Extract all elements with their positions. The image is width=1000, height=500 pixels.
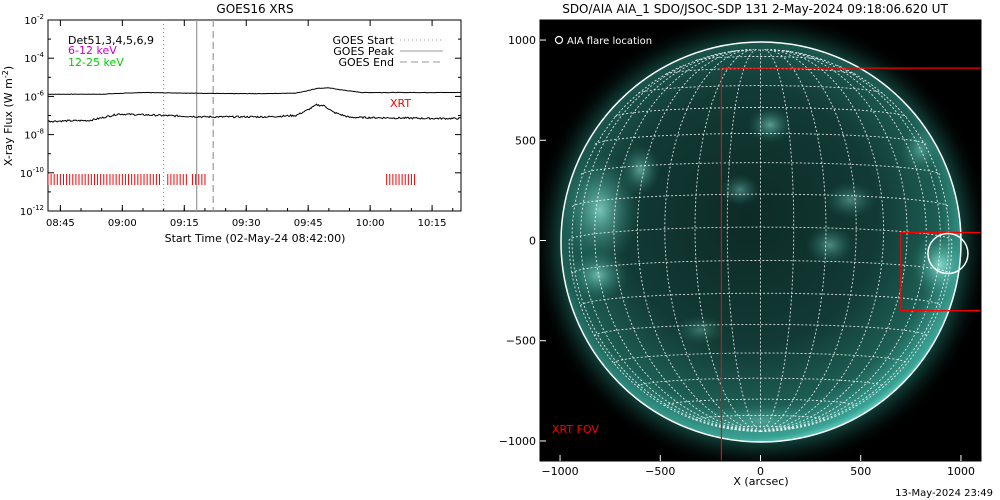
grid-line	[614, 107, 907, 118]
goes-flux-curves	[48, 87, 461, 123]
grid-line	[760, 64, 950, 432]
aia-x-tick-label: 0	[757, 465, 764, 478]
grid-line	[613, 50, 761, 432]
goes-y-tick-label: 10-4	[24, 51, 44, 65]
grid-line	[594, 50, 761, 432]
aia-y-axis: 1000 500 0 −500 −1000	[499, 34, 546, 448]
grid-line	[726, 48, 761, 432]
xrt-fov-box	[720, 67, 981, 461]
flare-legend-label: AIA flare location	[567, 36, 652, 47]
goes-x-tick-label: 09:45	[294, 218, 323, 229]
legend-goes-end: GOES End	[338, 56, 394, 69]
xrt-fov-box	[900, 231, 981, 312]
grid-line	[760, 49, 885, 432]
aia-y-tick-label: −1000	[499, 435, 536, 448]
goes-y-tick-label: 10-12	[20, 204, 44, 218]
goes-y-axis: 10-2 10-4 10-6 10-8 10-10 10-12	[20, 13, 461, 218]
goes-event-legend: GOES Start GOES Peak GOES End	[333, 34, 443, 69]
solar-limb	[560, 41, 962, 443]
aia-x-tick-label: −500	[645, 465, 675, 478]
grid-line	[760, 48, 857, 432]
grid-line	[636, 49, 761, 432]
flare-legend-icon	[554, 35, 564, 45]
legend-6-12kev: 6-12 keV	[68, 44, 117, 57]
grid-line	[760, 50, 908, 432]
grid-line	[694, 48, 761, 432]
aia-x-tick-label: 500	[850, 465, 871, 478]
grid-line	[637, 85, 884, 94]
goes-y-axis-label: X-ray Flux (W m-2)	[1, 66, 15, 166]
goes-x-tick-label: 08:45	[46, 218, 75, 229]
grid-line	[664, 48, 761, 432]
active-regions	[561, 107, 961, 438]
goes-y-tick-label: 10-2	[24, 13, 44, 27]
xrt-fov-label: XRT FOV	[552, 423, 599, 436]
grid-line	[594, 133, 927, 145]
aia-image-plot: SDO/AIA AIA_1 SDO/JSOC-SDP 131 2-May-202…	[499, 2, 982, 488]
aia-x-tick-label: −1000	[541, 465, 578, 478]
flare-marker	[927, 232, 969, 275]
energy-band-legend: Det51,3,4,5,6,9 6-12 keV 12-25 keV	[68, 34, 154, 69]
aia-x-tick-label: 1000	[947, 465, 975, 478]
goes-x-tick-label: 09:15	[170, 218, 199, 229]
goes-x-tick-label: 09:30	[232, 218, 261, 229]
footer-timestamp: 13-May-2024 23:49	[895, 488, 993, 499]
aia-y-tick-label: −500	[506, 335, 536, 348]
flare-location-circle	[927, 232, 969, 275]
goes-x-axis-label: Start Time (02-May-24 08:42:00)	[165, 232, 346, 245]
legend-goes-peak: GOES Peak	[333, 45, 394, 58]
grid-line	[580, 52, 761, 432]
aia-y-tick-label: 0	[529, 235, 536, 248]
goes-series-line	[48, 87, 461, 95]
xrt-fov-boxes	[720, 67, 981, 461]
goes-plot-title: GOES16 XRS	[216, 2, 293, 16]
goes-event-lines	[163, 20, 214, 211]
grid-line	[694, 414, 827, 421]
goes-x-tick-label: 09:00	[108, 218, 137, 229]
legend-detectors: Det51,3,4,5,6,9	[68, 34, 154, 47]
goes-x-tick-label: 10:15	[418, 218, 447, 229]
aia-x-axis-label: X (arcsec)	[733, 475, 788, 488]
xrt-observation-ticks	[48, 174, 416, 185]
xrt-label: XRT	[390, 97, 411, 110]
goes-y-tick-label: 10-8	[24, 128, 44, 142]
goes-xrs-plot: GOES16 XRS 10-2 10-4 10-6 10-8 10-10 10-12 08…	[1, 2, 462, 245]
grid-line	[665, 67, 856, 75]
legend-goes-start: GOES Start	[333, 34, 395, 47]
grid-line	[760, 48, 827, 432]
goes-y-tick-label: 10-6	[24, 89, 44, 103]
aia-y-tick-label: 1000	[508, 34, 536, 47]
legend-12-25kev: 12-25 keV	[68, 56, 124, 69]
grid-line	[760, 52, 941, 432]
grid-line	[571, 260, 950, 274]
aia-x-axis: −1000 −500 0 500 1000	[541, 455, 975, 478]
aia-y-tick-label: 500	[515, 134, 536, 147]
goes-x-axis: 08:45 09:00 09:15 09:30 09:45 10:00 10:15	[46, 20, 454, 229]
goes-series-line	[48, 103, 461, 123]
grid-line	[613, 352, 908, 364]
goes-y-tick-label: 10-10	[20, 166, 44, 180]
heliographic-grid	[568, 48, 953, 432]
grid-line	[571, 64, 761, 432]
goes-x-tick-label: 10:00	[356, 218, 385, 229]
grid-line	[760, 50, 927, 432]
grid-line	[760, 48, 795, 432]
aia-plot-title: SDO/AIA AIA_1 SDO/JSOC-SDP 131 2-May-202…	[562, 2, 948, 16]
